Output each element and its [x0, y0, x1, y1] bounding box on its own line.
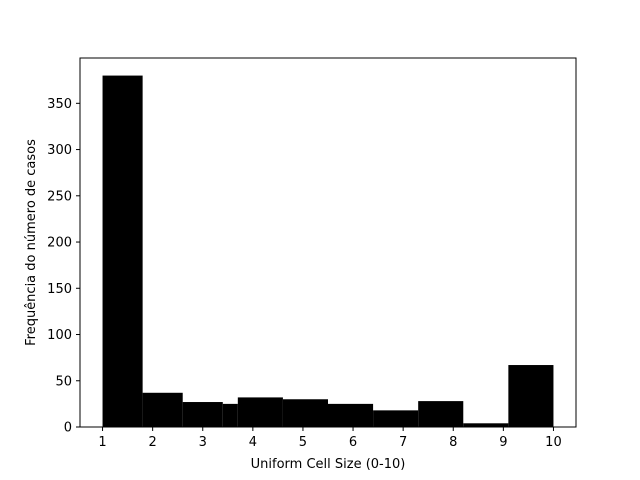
- x-tick-label: 9: [499, 435, 507, 450]
- x-tick-label: 6: [349, 435, 357, 450]
- histogram-bar-2: [142, 392, 183, 427]
- bars-group: [102, 75, 554, 428]
- x-axis-ticks: 1 2 3 4 5 6 7 8 9 10: [98, 427, 562, 450]
- y-tick-label: 100: [47, 328, 72, 343]
- y-axis-label: Frequência do número de casos: [24, 139, 39, 346]
- y-tick-label: 300: [47, 143, 72, 158]
- histogram-bar-9: [418, 401, 464, 427]
- x-tick-label: 5: [299, 435, 307, 450]
- y-tick-label: 0: [64, 421, 72, 436]
- x-tick-label: 4: [249, 435, 257, 450]
- x-tick-label: 2: [149, 435, 157, 450]
- plot-area-frame: [79, 57, 577, 428]
- y-tick-label: 200: [47, 236, 72, 251]
- x-tick-label: 8: [449, 435, 457, 450]
- histogram-bar-5: [237, 397, 283, 427]
- x-axis-label: Uniform Cell Size (0-10): [251, 457, 406, 472]
- x-tick-label: 7: [399, 435, 407, 450]
- x-tick-label: 1: [98, 435, 106, 450]
- histogram-bar-7: [328, 403, 374, 427]
- histogram-bar-11: [508, 365, 554, 427]
- x-tick-label: 3: [199, 435, 207, 450]
- histogram-bar-3: [182, 402, 223, 427]
- y-tick-label: 150: [47, 282, 72, 297]
- y-axis-ticks: 0 50 100 150 200 250 300 350: [47, 97, 80, 436]
- histogram-bar-10: [463, 423, 509, 427]
- y-tick-label: 50: [55, 374, 72, 389]
- y-tick-label: 250: [47, 189, 72, 204]
- x-tick-label: 10: [545, 435, 562, 450]
- y-tick-label: 350: [47, 97, 72, 112]
- histogram-bar-6: [282, 399, 328, 427]
- histogram-bar-1: [102, 75, 143, 428]
- histogram-bar-8: [373, 410, 419, 427]
- histogram-bar-4: [222, 403, 238, 427]
